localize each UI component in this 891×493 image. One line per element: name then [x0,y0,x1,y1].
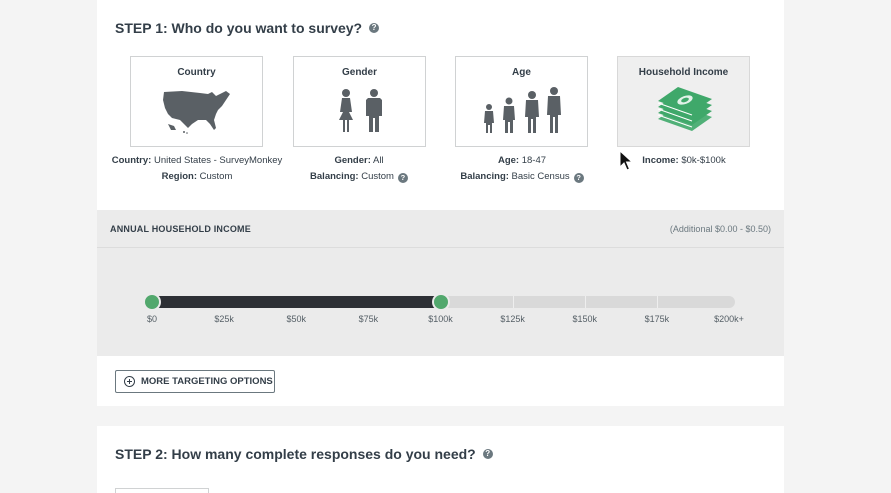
tile-income-label: Household Income [638,67,729,78]
age-summary: Age: 18-47 Balancing: Basic Census? [427,153,617,184]
gender-summary: Gender: All Balancing: Custom? [264,153,454,184]
slider-handle-high[interactable] [431,293,450,311]
age-key: Age: [497,155,520,166]
tile-gender[interactable]: Gender [293,56,426,147]
gender-value: All [373,155,384,166]
slider-selected-range [146,296,447,308]
region-value: Custom [199,170,233,182]
slider-tick [512,296,514,308]
slider-tick-label: $100k [428,314,453,324]
income-range-slider[interactable] [143,293,735,311]
step1-title: STEP 1: Who do you want to survey? ? [115,20,380,36]
income-panel-header: ANNUAL HOUSEHOLD INCOME (Additional $0.0… [97,210,784,248]
gender-key: Gender: [334,155,371,166]
help-icon[interactable]: ? [397,172,408,183]
income-panel-body: $0 $25k $50k $75k $100k $125k $150k $175k $200k+ [97,248,784,356]
more-targeting-label: MORE TARGETING OPTIONS [141,376,273,387]
tile-household-income[interactable]: Household Income [617,56,750,147]
slider-tick-labels: $0 $25k $50k $75k $100k $125k $150k $175k $200k+ [146,314,744,328]
slider-tick-label: $150k [572,314,598,324]
help-icon[interactable]: ? [573,172,584,183]
step1-card: STEP 1: Who do you want to survey? ? Cou… [97,0,784,406]
usa-map-icon [131,85,262,137]
slider-tick-label: $75k [358,314,379,324]
slider-tick [656,296,658,308]
gender-balancing-key: Balancing: [310,170,359,182]
money-stack-icon [618,85,749,137]
age-people-icon [456,85,587,137]
slider-handle-low[interactable] [143,293,161,311]
country-key: Country: [111,155,152,166]
age-value: 18-47 [521,155,547,166]
slider-tick-label: $50k [286,314,307,324]
income-panel-additional-cost: (Additional $0.00 - $0.50) [669,224,771,234]
step2-title-text: STEP 2: How many complete responses do y… [115,446,476,462]
step2-card: STEP 2: How many complete responses do y… [97,426,784,493]
income-summary: Income: $0k-$100k [589,153,779,169]
region-key: Region: [161,170,197,182]
slider-tick-label: $175k [644,314,670,324]
tile-country-label: Country [177,67,216,78]
slider-tick-label: $25k [214,314,234,324]
step1-title-text: STEP 1: Who do you want to survey? [115,20,363,36]
slider-tick-label: $0 [146,314,158,324]
income-key: Income: [642,155,679,166]
gender-people-icon [294,85,425,137]
tile-age-label: Age [512,67,531,78]
tile-country[interactable]: Country [130,56,263,147]
income-panel-title: ANNUAL HOUSEHOLD INCOME [110,224,251,234]
step2-title: STEP 2: How many complete responses do y… [115,446,493,462]
age-balancing-key: Balancing: [460,170,509,182]
help-icon[interactable]: ? [482,449,493,459]
tile-age[interactable]: Age [455,56,588,147]
gender-balancing-value: Custom [361,170,394,182]
help-icon[interactable]: ? [369,23,380,33]
more-targeting-options-button[interactable]: MORE TARGETING OPTIONS [115,370,275,393]
country-value: United States - SurveyMonkey [153,155,283,166]
slider-tick-label: $125k [500,314,525,324]
add-circle-icon [124,376,135,387]
slider-tick [584,296,586,308]
income-value: $0k-$100k [681,155,726,166]
slider-tick-label: $200k+ [714,314,744,324]
country-summary: Country: United States - SurveyMonkey Re… [102,153,292,184]
age-balancing-value: Basic Census [511,170,570,182]
tile-gender-label: Gender [341,67,377,78]
responses-option-box[interactable] [115,488,209,493]
